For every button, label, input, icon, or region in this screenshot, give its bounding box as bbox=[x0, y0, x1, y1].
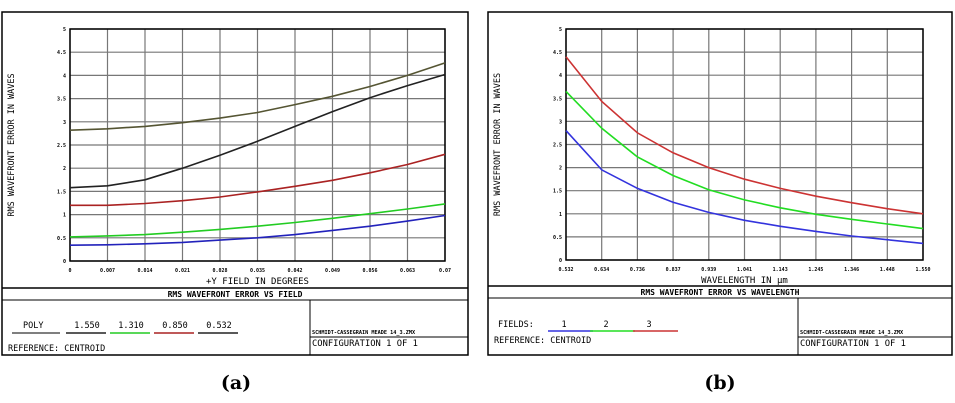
reference-label: REFERENCE: CENTROID bbox=[8, 344, 105, 354]
legend-entry-2: 3 bbox=[646, 320, 651, 330]
series-line-3 bbox=[69, 73, 446, 189]
x-tick-label: 0.07 bbox=[439, 268, 451, 274]
series-line-1 bbox=[69, 203, 446, 238]
y-tick-label: 2 bbox=[63, 166, 66, 172]
legend-entry-0: 1.550 bbox=[74, 321, 100, 331]
series-line-1 bbox=[565, 90, 924, 230]
y-tick-label: 3.5 bbox=[57, 97, 66, 103]
series-line-2 bbox=[70, 153, 446, 207]
chart-title: RMS WAVEFRONT ERROR VS FIELD bbox=[168, 290, 303, 299]
legend-prefix: POLY bbox=[23, 321, 43, 331]
y-tick-label: 1 bbox=[63, 213, 66, 219]
y-tick-label: 4.5 bbox=[57, 50, 66, 56]
y-axis-label: RMS WAVEFRONT ERROR IN WAVES bbox=[7, 73, 17, 216]
reference-label: REFERENCE: CENTROID bbox=[494, 336, 591, 346]
x-axis-label: WAVELENGTH IN µm bbox=[701, 276, 788, 286]
x-tick-label: 0.634 bbox=[594, 267, 609, 273]
y-tick-label: 4 bbox=[559, 73, 562, 79]
x-tick-label: 1.245 bbox=[808, 267, 823, 273]
x-tick-label: 1.550 bbox=[915, 267, 930, 273]
x-tick-label: 0.736 bbox=[630, 267, 645, 273]
y-tick-label: 1 bbox=[559, 212, 562, 218]
x-tick-label: 0.035 bbox=[250, 268, 265, 274]
x-tick-label: 0.049 bbox=[325, 268, 340, 274]
y-tick-label: 1.5 bbox=[57, 189, 66, 195]
configuration-label: CONFIGURATION 1 OF 1 bbox=[800, 339, 906, 349]
y-tick-label: 5 bbox=[63, 27, 66, 33]
y-tick-label: 2.5 bbox=[57, 143, 66, 149]
legend-entry-2: 0.850 bbox=[162, 321, 188, 331]
chart-title: RMS WAVEFRONT ERROR VS WAVELENGTH bbox=[641, 288, 800, 297]
series-line-2 bbox=[565, 56, 924, 215]
x-tick-label: 0.042 bbox=[287, 268, 302, 274]
x-tick-label: 0.056 bbox=[362, 268, 377, 274]
panel-frame bbox=[1, 11, 469, 356]
y-tick-label: 0 bbox=[63, 259, 66, 265]
y-tick-label: 5 bbox=[559, 27, 562, 33]
y-tick-label: 4.5 bbox=[553, 50, 562, 56]
x-tick-label: 0.837 bbox=[666, 267, 681, 273]
x-tick-label: 0.532 bbox=[558, 267, 573, 273]
legend-entry-1: 1.310 bbox=[118, 321, 144, 331]
legend-entry-3: 0.532 bbox=[206, 321, 232, 331]
y-tick-label: 0.5 bbox=[553, 235, 562, 241]
series-line-0 bbox=[69, 62, 446, 131]
y-tick-label: 3 bbox=[559, 119, 562, 125]
y-tick-label: 2 bbox=[559, 166, 562, 172]
panel-b: 0.532 0.634 0.736 0.837 0.939 1.041 1.143 1.245… bbox=[485, 0, 955, 403]
plot-area bbox=[69, 28, 446, 262]
x-tick-label: 0.014 bbox=[137, 268, 152, 274]
lens-name: SCHMIDT-CASSEGRAIN MEADE 14_3.ZMX bbox=[800, 330, 904, 336]
x-tick-label: 1.041 bbox=[737, 267, 752, 273]
panel-frame bbox=[487, 11, 953, 356]
chart-b: 0.532 0.634 0.736 0.837 0.939 1.041 1.143 1.245… bbox=[487, 11, 953, 356]
x-axis-label: +Y FIELD IN DEGREES bbox=[206, 277, 309, 287]
y-tick-label: 2.5 bbox=[553, 143, 562, 149]
y-tick-label: 3.5 bbox=[553, 96, 562, 102]
y-tick-label: 0 bbox=[559, 258, 562, 264]
chart-a: 0 0.007 0.014 0.021 0.028 0.035 0.042 0.049 0.05… bbox=[1, 11, 469, 356]
x-tick-label: 0.021 bbox=[175, 268, 190, 274]
x-tick-label: 0.007 bbox=[100, 268, 115, 274]
caption-a: (a) bbox=[220, 372, 252, 394]
plot-area bbox=[565, 28, 924, 261]
series-line-4 bbox=[69, 214, 446, 246]
y-tick-label: 1.5 bbox=[553, 189, 562, 195]
y-tick-label: 0.5 bbox=[57, 236, 66, 242]
configuration-label: CONFIGURATION 1 OF 1 bbox=[312, 339, 418, 349]
y-tick-label: 3 bbox=[63, 120, 66, 126]
x-tick-label: 0.028 bbox=[212, 268, 227, 274]
x-tick-label: 1.143 bbox=[773, 267, 788, 273]
series-line-0 bbox=[565, 130, 924, 245]
x-tick-label: 1.448 bbox=[880, 267, 895, 273]
x-tick-label: 0.939 bbox=[701, 267, 716, 273]
x-tick-label: 0.063 bbox=[400, 268, 415, 274]
y-axis-label: RMS WAVEFRONT ERROR IN WAVES bbox=[493, 73, 503, 216]
lens-name: SCHMIDT-CASSEGRAIN MEADE 14_3.ZMX bbox=[312, 330, 416, 336]
x-tick-label: 1.346 bbox=[844, 267, 859, 273]
caption-b: (b) bbox=[704, 372, 736, 394]
panel-a: 0 0.007 0.014 0.021 0.028 0.035 0.042 0.049 0.05… bbox=[0, 0, 472, 403]
legend-prefix: FIELDS: bbox=[498, 320, 534, 330]
x-tick-label: 0 bbox=[68, 268, 71, 274]
legend-entry-1: 2 bbox=[603, 320, 608, 330]
legend-entry-0: 1 bbox=[561, 320, 566, 330]
y-tick-label: 4 bbox=[63, 73, 66, 79]
